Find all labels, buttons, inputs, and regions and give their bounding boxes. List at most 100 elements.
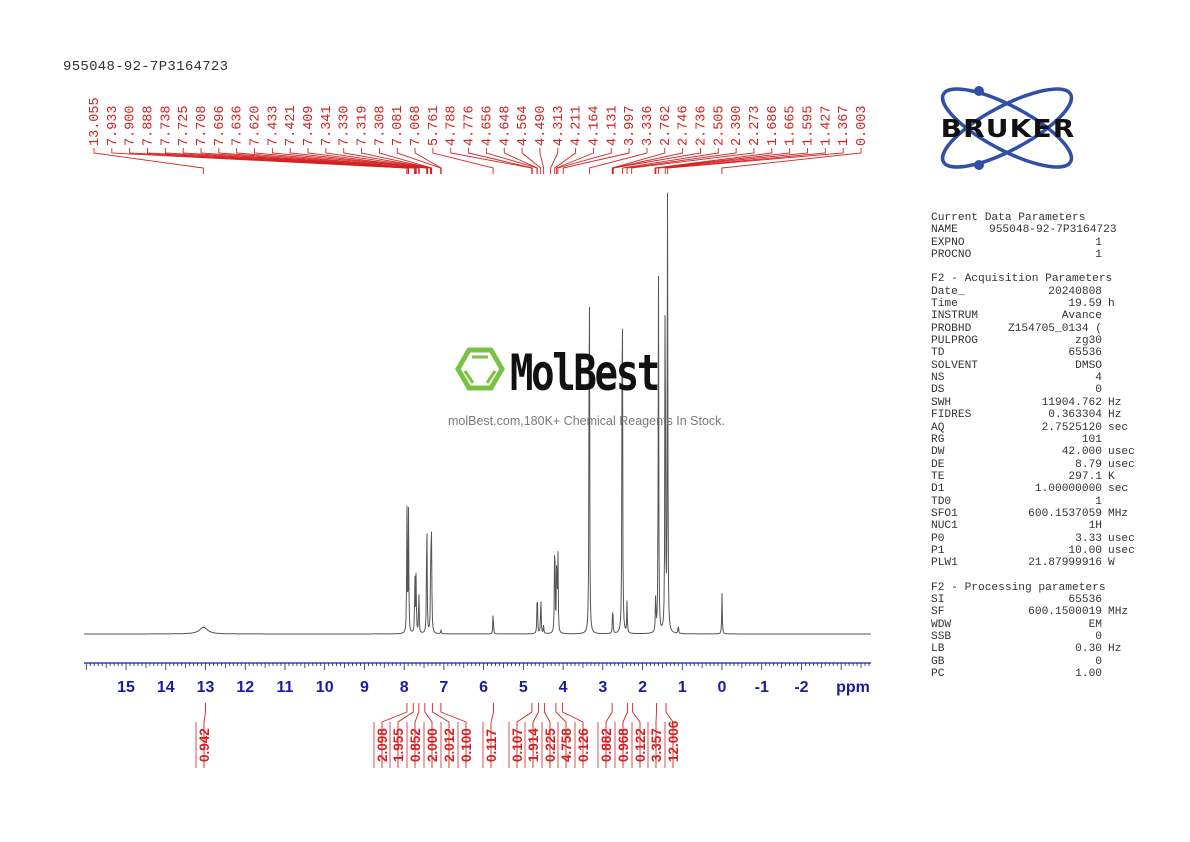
param-key: NUC1 [931,520,958,533]
molbest-watermark-tagline: molBest.com,180K+ Chemical Reagents In S… [448,414,725,428]
molbest-hexagon-icon [455,347,505,391]
param-value: 0.30 [1075,643,1102,656]
peak-shift-label: 2.746 [677,105,692,146]
peak-shift-label: 7.068 [409,105,424,146]
param-key: SSB [931,631,952,643]
peak-shift-label: 7.308 [373,105,388,146]
peak-connector [450,148,533,174]
param-row: PROBHD Z154705_0134 ( [931,323,1135,335]
peak-connector [111,148,408,174]
axis-tick-label: 13 [197,679,215,696]
peak-shift-label: 7.888 [142,105,157,146]
param-key: LB [931,643,945,656]
param-value: 1.00 [1075,668,1102,681]
axis-tick-label: 15 [117,679,135,696]
integral-value-label: 0.117 [484,729,499,762]
integral-connector [397,703,414,768]
peak-shift-label: 7.409 [302,105,317,146]
param-key: TE [931,470,945,483]
param-value: 65536 [1068,593,1102,606]
acquisition-parameters-title: F2 - Acquisition Parameters [931,273,1113,286]
ppm-axis: 15 14 13 12 11 10 9 8 7 6 5 4 3 2 1 0 -1 -2 ppm [84,662,871,696]
param-value: EM [1088,618,1102,631]
axis-tick-label: 14 [157,679,175,696]
peak-shift-label: 4.564 [516,105,531,146]
processing-parameters-title: F2 - Processing parameters [931,581,1106,594]
axis-tick-label: 6 [479,679,488,696]
integral-connector [516,703,533,768]
integral-labels: 0.942 2.098 1.955 0.852 2.000 2.012 0.100 0.117… [195,703,681,768]
param-value: Avance [1061,310,1102,323]
param-key: PROBHD [931,322,972,335]
peak-connector [556,148,594,174]
peak-shift-label: 7.738 [159,105,174,146]
param-key: DW [931,446,945,459]
peak-shift-label: 7.900 [124,105,139,146]
peak-labels: 13.055 7.933 7.900 7.888 7.738 7.725 7.708 7.69… [88,97,870,174]
integral-connector [490,703,495,768]
spectrum-line [84,192,871,635]
param-row: SOLVENT DMSO [931,360,1135,372]
bruker-logo-text: BRUKER [940,114,1076,143]
axis-tick-label: 7 [439,679,448,696]
param-row: NUC1 1H [931,520,1135,532]
peak-connector [236,148,420,174]
param-unit: MHz [1108,507,1129,520]
peak-connector [611,148,666,174]
param-row: D1 1.00000000 sec [931,483,1135,495]
param-key: Date_ [931,285,965,298]
peak-connector [521,148,542,174]
param-row: Date_ 20240808 [931,286,1135,298]
axis-tick-label: 10 [316,679,334,696]
param-row: PLW1 21.87999916 W [931,557,1135,569]
peak-connector [550,148,559,174]
integral-value-label: 12.006 [666,720,681,762]
param-key: SWH [931,396,952,409]
peak-shift-label: 7.319 [356,105,371,146]
peak-shift-label: 4.776 [463,105,478,146]
peak-shift-label: 7.696 [213,105,228,146]
peak-connector [589,148,648,174]
param-key: NAME [931,224,958,237]
param-value: 297.1 [1068,470,1102,483]
param-value: 2.7525120 [1041,421,1102,434]
param-key: D1 [931,483,945,496]
peak-connector [254,148,420,174]
param-unit: h [1108,298,1115,311]
param-value: zg30 [1075,335,1102,348]
param-value: 0 [1095,655,1102,668]
peak-shift-label: 1.427 [819,105,834,146]
spectrum-trace [84,192,871,635]
peak-shift-label: 4.490 [534,105,549,146]
peak-shift-label: 4.648 [498,105,513,146]
peak-shift-label: 7.708 [195,105,210,146]
param-value: 65536 [1068,347,1102,360]
param-row: SSB 0 [931,631,1135,643]
integral-value-label: 0.100 [459,728,474,762]
param-row: SF 600.1500019 MHz [931,606,1135,618]
param-key: GB [931,655,945,668]
integral-connector [543,703,551,768]
param-key: DS [931,384,945,397]
param-key: PULPROG [931,335,978,348]
peak-shift-label: 2.390 [730,105,745,146]
integral-value-label: 1.955 [391,728,406,762]
peak-connector [271,148,428,174]
integral-connector [424,703,433,768]
param-row: DE 8.79 usec [931,459,1135,471]
integral-connector [440,703,467,768]
param-row: TD 65536 [931,347,1135,359]
peak-shift-label: 1.665 [784,105,799,146]
param-row: NAME 955048-92-7P3164723 [931,224,1135,236]
param-unit: usec [1108,458,1135,471]
param-row: GB 0 [931,656,1135,668]
param-value: 10.00 [1068,544,1102,557]
integral-value-label: 2.012 [442,728,457,762]
integral-value-label: 0.852 [408,728,423,762]
peak-connector [164,148,416,174]
axis-tick-label: 0 [718,679,727,696]
axis-tick-label: 11 [277,679,294,696]
param-value: 600.1537059 [1028,507,1102,520]
param-row: P1 10.00 usec [931,545,1135,557]
integral-value-label: 3.357 [649,728,664,762]
